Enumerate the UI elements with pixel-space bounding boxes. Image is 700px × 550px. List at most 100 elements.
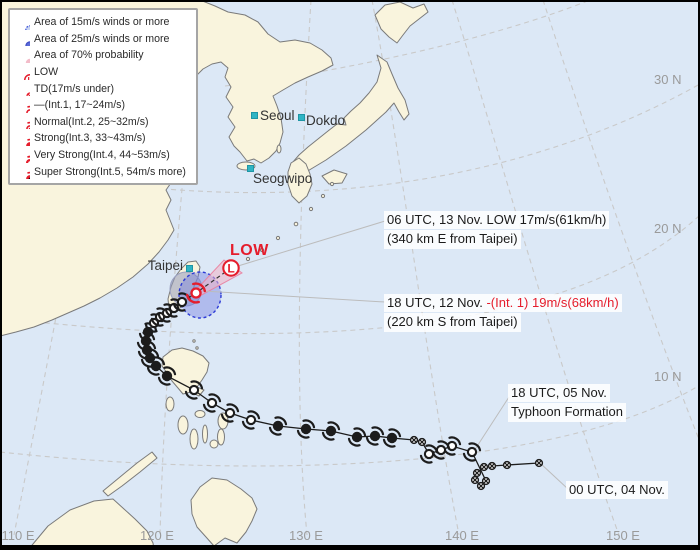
- track-marker-td: [481, 476, 491, 486]
- track-marker-open: [241, 410, 261, 430]
- callout-12nov-intensity: -(Int. 1) 19m/s(68km/h): [482, 295, 619, 310]
- track-marker-td: [487, 461, 497, 471]
- meridian-160e: [542, 0, 700, 443]
- land-borneo: [27, 498, 155, 550]
- legend-item-label: TD(17m/s under): [34, 82, 115, 95]
- legend-item: LOW: [15, 64, 194, 81]
- low-position-marker: [222, 259, 240, 277]
- land-tsushima: [276, 144, 282, 154]
- land-kyushu: [287, 157, 313, 204]
- int1-icon: [15, 98, 30, 113]
- city-dokdo: Dokdo: [298, 113, 345, 128]
- callout-formation-line2: Typhoon Formation: [508, 403, 627, 422]
- td-icon: [15, 81, 30, 96]
- meridian-130e: [298, 0, 312, 536]
- track-marker-td: [417, 437, 427, 447]
- legend-item-label: Area of 25m/s winds or more: [34, 32, 170, 45]
- legend-item-label: Area of 15m/s winds or more: [34, 16, 170, 29]
- city-seoul: Seoul: [251, 108, 295, 123]
- lon-tick-label: 150 E: [606, 528, 640, 543]
- legend-item-label: Super Strong(Int.5, 54m/s more): [34, 165, 186, 178]
- city-square-icon: [251, 112, 258, 119]
- legend-item: TD(17m/s under): [15, 80, 194, 97]
- callout-start: 00 UTC, 04 Nov.: [566, 481, 668, 500]
- city-taipei: Taipei: [148, 258, 193, 273]
- legend-item: Area of 70% probability: [15, 47, 194, 64]
- land-panay: [177, 415, 189, 435]
- city-square-icon: [186, 265, 193, 272]
- track-marker-td: [470, 475, 480, 485]
- legend-item-label: Normal(Int.2, 25~32m/s): [34, 115, 149, 128]
- track-marker-td: [502, 460, 512, 470]
- callout-12nov-line1: 18 UTC, 12 Nov. -(Int. 1) 19m/s(68km/h): [384, 294, 622, 313]
- legend-item-label: Area of 70% probability: [34, 49, 144, 62]
- annotation-leader-lines: [202, 220, 569, 490]
- city-seogwipo: Seogwipo: [247, 165, 312, 186]
- meridian-140e: [371, 0, 460, 536]
- legend-item: Area of 25m/s winds or more: [15, 31, 194, 48]
- legend-item: Strong(Int.3, 33~43m/s): [15, 130, 194, 147]
- callout-12nov-time: 18 UTC, 12 Nov.: [387, 295, 483, 310]
- ryukyu-islands: [192, 181, 335, 350]
- legend-item: Super Strong(Int.5, 54m/s more): [15, 163, 194, 180]
- city-square-icon: [247, 165, 254, 172]
- lat-tick-label: 10 N: [654, 369, 682, 384]
- land-luzon: [161, 347, 210, 397]
- legend-box: Area of 15m/s winds or more Area of 25m/s…: [8, 8, 198, 185]
- lat-tick-label: 30 N: [654, 72, 682, 87]
- callout-13nov-line1: 06 UTC, 13 Nov. LOW 17m/s(61km/h): [384, 211, 610, 230]
- frame-top: [0, 0, 700, 2]
- land-masbate: [194, 410, 206, 418]
- legend-item: Very Strong(Int.4, 44~53m/s): [15, 147, 194, 164]
- track-marker-td: [534, 458, 544, 468]
- track-marker-open: [442, 436, 462, 456]
- lon-tick-label: 120 E: [140, 528, 174, 543]
- frame-bottom: [0, 545, 700, 550]
- city-label: Dokdo: [306, 113, 346, 128]
- int2-icon: [15, 114, 30, 129]
- land-negros: [189, 428, 199, 450]
- legend-item: Area of 15m/s winds or more: [15, 14, 194, 31]
- callout-13nov-line2: (340 km E from Taipei): [384, 230, 521, 249]
- leader-line: [237, 220, 386, 267]
- callout-formation-line1: 18 UTC, 05 Nov.: [508, 384, 610, 403]
- track-marker-td: [479, 462, 489, 472]
- callout-13nov: 06 UTC, 13 Nov. LOW 17m/s(61km/h) (340 k…: [384, 211, 610, 250]
- city-label: Seoul: [260, 108, 295, 123]
- lon-tick-label: 140 E: [445, 528, 479, 543]
- legend-item-label: —(Int.1, 17~24m/s): [34, 99, 125, 112]
- leader-line: [539, 462, 569, 490]
- area15-icon: [15, 15, 30, 30]
- parallel-30n: [54, 83, 700, 194]
- frame-left: [0, 0, 2, 550]
- land-bohol: [209, 439, 219, 449]
- legend-item: Normal(Int.2, 25~32m/s): [15, 114, 194, 131]
- city-square-icon: [298, 114, 305, 121]
- land-leyte: [217, 428, 225, 446]
- leader-line: [202, 290, 386, 303]
- legend-item-label: Strong(Int.3, 33~43m/s): [34, 132, 146, 145]
- land-palawan: [102, 451, 158, 497]
- callout-12nov: 18 UTC, 12 Nov. -(Int. 1) 19m/s(68km/h) …: [384, 294, 622, 333]
- city-label: Seogwipo: [253, 171, 313, 186]
- lon-tick-label: 130 E: [289, 528, 323, 543]
- int3-icon: [15, 131, 30, 146]
- land-hokkaido: [374, 1, 429, 44]
- callout-formation: 18 UTC, 05 Nov. Typhoon Formation: [508, 384, 627, 423]
- land-mindoro: [165, 396, 175, 412]
- track-marker-open: [202, 393, 222, 413]
- land-cebu: [202, 424, 208, 444]
- callout-12nov-line2: (220 km S from Taipei): [384, 313, 521, 332]
- low-map-label: LOW: [230, 242, 269, 259]
- land-shikoku: [321, 169, 348, 185]
- legend-item: —(Int.1, 17~24m/s): [15, 97, 194, 114]
- low-icon: [15, 65, 30, 80]
- parallel-20n: [0, 214, 700, 335]
- area70-icon: [15, 48, 30, 63]
- int5-icon: [15, 164, 30, 179]
- leader-line: [473, 396, 510, 452]
- area25-icon: [15, 31, 30, 46]
- city-label: Taipei: [147, 258, 183, 273]
- land-mindanao: [190, 477, 258, 547]
